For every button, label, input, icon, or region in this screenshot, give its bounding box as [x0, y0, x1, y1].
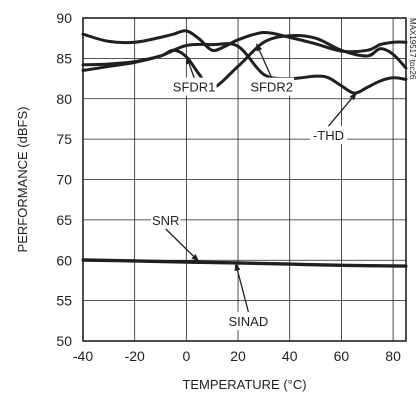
- annotation-label-snr: SNR: [152, 213, 179, 228]
- x-tick-label: -40: [73, 348, 93, 364]
- y-tick-labels: 50 55 60 65 70 75 80 85 90: [56, 10, 72, 349]
- y-tick-label: 50: [56, 333, 72, 349]
- y-tick-label: 70: [56, 172, 72, 188]
- x-tick-label: 40: [282, 348, 298, 364]
- x-tick-labels: -40 -20 0 20 40 60 80: [73, 348, 401, 364]
- y-axis-label: PERFORMANCE (dBFS): [15, 107, 30, 253]
- annotation-label-thd: -THD: [313, 128, 344, 143]
- annotation-arrowhead: [234, 262, 241, 272]
- annotations: SFDR1 SFDR2 -THD SNR SINAD: [150, 43, 357, 330]
- x-tick-label: -20: [125, 348, 145, 364]
- x-tick-label: 20: [230, 348, 246, 364]
- series-lines: [81, 29, 408, 268]
- annotation-arrowhead: [186, 55, 192, 65]
- y-tick-label: 80: [56, 91, 72, 107]
- y-tick-label: 75: [56, 131, 72, 147]
- annotation-label-sfdr1: SFDR1: [173, 80, 216, 95]
- grid: [83, 18, 406, 341]
- series-sinad-line: [81, 258, 408, 268]
- x-tick-label: 0: [182, 348, 190, 364]
- annotation-thd: -THD: [309, 92, 357, 145]
- annotation-sinad: SINAD: [225, 262, 271, 330]
- annotation-backdrop: [249, 77, 295, 96]
- y-tick-label: 90: [56, 10, 72, 26]
- annotation-arrowhead: [191, 254, 200, 262]
- annotation-backdrop: [225, 311, 271, 330]
- annotation-sfdr2: SFDR2: [249, 43, 295, 96]
- annotation-sfdr1: SFDR1: [171, 55, 217, 96]
- annotation-backdrop: [171, 77, 217, 96]
- annotation-pointer-line: [236, 270, 250, 312]
- figure-id-watermark: MAX19517 toc26: [408, 18, 417, 80]
- annotation-pointer-line: [327, 97, 353, 127]
- y-tick-label: 65: [56, 212, 72, 228]
- annotation-pointer-line: [258, 50, 273, 78]
- x-axis-label: TEMPERATURE (°C): [182, 377, 306, 392]
- annotation-backdrop: [150, 210, 181, 229]
- y-tick-label: 60: [56, 252, 72, 268]
- annotation-pointer-line: [188, 63, 195, 78]
- x-tick-label: 80: [385, 348, 401, 364]
- annotation-arrowhead: [256, 43, 263, 52]
- annotation-backdrop: [309, 126, 348, 145]
- annotation-pointer-line: [165, 228, 195, 257]
- series-sfdr1-line: [81, 29, 408, 54]
- annotation-label-sinad: SINAD: [229, 314, 269, 329]
- plot-frame: [82, 17, 407, 342]
- annotation-arrowhead: [349, 92, 357, 101]
- y-tick-label: 85: [56, 50, 72, 66]
- x-tick-label: 60: [334, 348, 350, 364]
- y-tick-label: 55: [56, 293, 72, 309]
- annotation-snr: SNR: [150, 210, 200, 262]
- annotation-label-sfdr2: SFDR2: [250, 80, 293, 95]
